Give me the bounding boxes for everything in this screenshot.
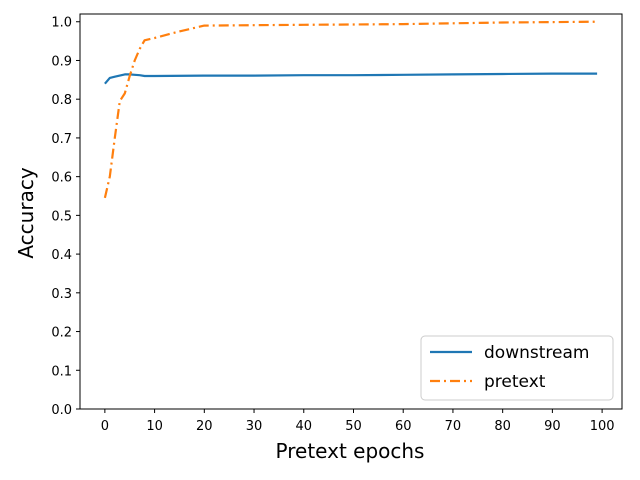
x-tick-label: 0 — [101, 419, 109, 434]
y-axis-label: Accuracy — [14, 167, 38, 258]
y-axis-ticks: 0.0 0.1 0.2 0.3 0.4 0.5 0.6 0.7 0.8 0.9 1.0 — [51, 16, 80, 418]
y-tick-label: 0.8 — [51, 93, 72, 108]
y-tick-label: 0.1 — [51, 364, 72, 379]
y-tick-label: 0.3 — [51, 287, 72, 302]
x-tick-label: 10 — [146, 419, 163, 434]
x-axis-label: Pretext epochs — [276, 439, 425, 463]
x-tick-label: 60 — [395, 419, 412, 434]
legend-label-pretext: pretext — [484, 372, 546, 392]
legend: downstream pretext — [420, 335, 614, 401]
plot-frame — [79, 13, 623, 410]
y-tick-label: 0.2 — [51, 326, 72, 341]
x-tick-label: 80 — [494, 419, 511, 434]
y-tick-label: 0.4 — [51, 248, 72, 263]
x-tick-label: 70 — [445, 419, 462, 434]
x-tick-label: 20 — [196, 419, 213, 434]
x-tick-label: 90 — [544, 419, 561, 434]
y-tick-label: 0.9 — [51, 54, 72, 69]
series-line-downstream — [104, 72, 598, 85]
x-tick-label: 30 — [246, 419, 263, 434]
y-tick-label: 1.0 — [51, 16, 72, 31]
x-axis-ticks: 0 10 20 30 40 50 60 70 80 90 100 — [101, 409, 615, 434]
series-layer — [103, 20, 598, 199]
y-tick-label: 0.0 — [51, 403, 72, 418]
y-tick-label: 0.7 — [51, 132, 72, 147]
plot-area — [79, 13, 623, 410]
x-tick-label: 40 — [295, 419, 312, 434]
x-tick-label: 50 — [345, 419, 362, 434]
x-tick-label: 100 — [590, 419, 615, 434]
legend-label-downstream: downstream — [484, 343, 589, 363]
series-line-pretext — [103, 20, 598, 199]
y-tick-label: 0.6 — [51, 171, 72, 186]
y-tick-label: 0.5 — [51, 209, 72, 224]
